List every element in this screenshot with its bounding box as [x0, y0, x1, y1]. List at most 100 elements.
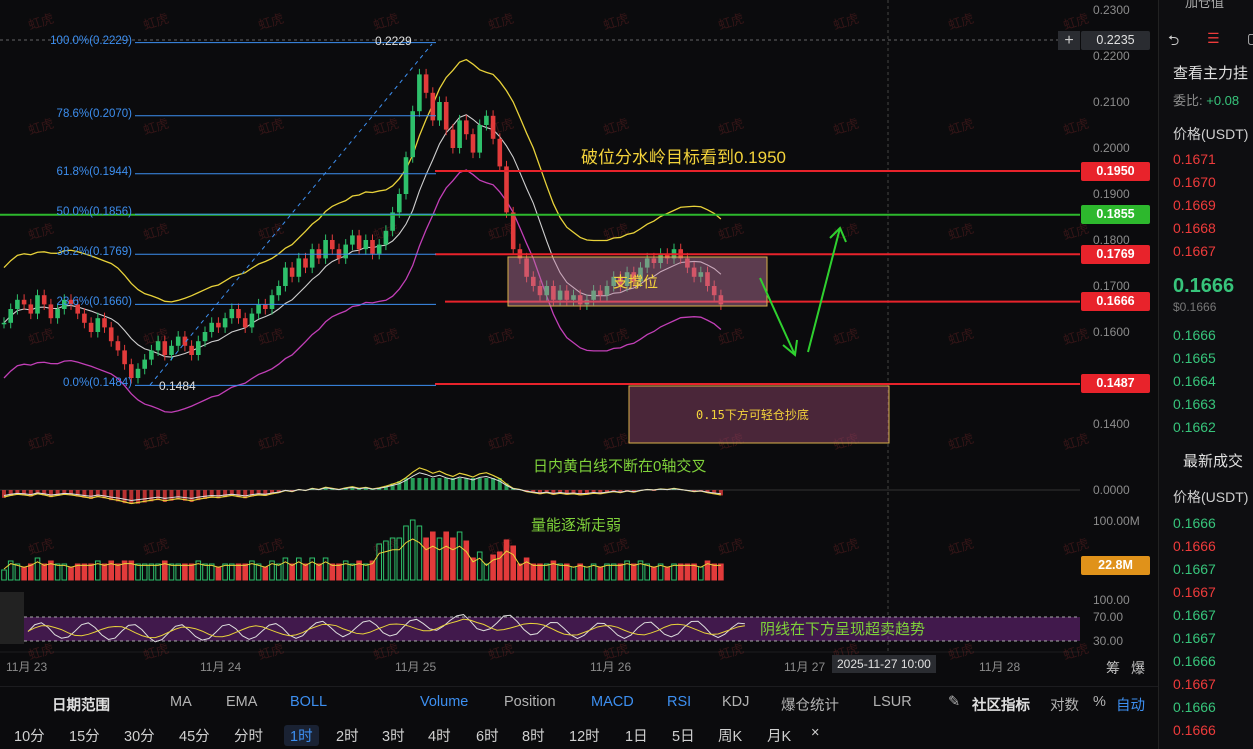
- candle-body: [21, 299, 27, 305]
- indicator-position[interactable]: Position: [504, 694, 556, 710]
- indicator-kdj[interactable]: KDJ: [722, 694, 750, 710]
- fib-label-6: 0.0%(0.1484): [62, 377, 132, 390]
- candle-body: [497, 138, 503, 167]
- trade-price: 0.1666: [1173, 538, 1216, 554]
- timeframe-11[interactable]: 12时: [569, 729, 600, 745]
- indicator-macd[interactable]: MACD: [591, 694, 634, 710]
- watermark-text: 虹虎: [716, 641, 745, 663]
- watermark-text: 虹虎: [486, 326, 515, 348]
- timeframe-2[interactable]: 30分: [124, 729, 155, 745]
- candle-body: [397, 194, 402, 213]
- close-icon[interactable]: ×: [811, 725, 820, 741]
- trade-price: 0.1667: [1173, 561, 1216, 577]
- auto-scale-toggle[interactable]: 自动: [1116, 698, 1145, 714]
- volume-bar: [282, 557, 289, 581]
- timeframe-4[interactable]: 分时: [234, 729, 263, 745]
- level-tag-1: 0.1855: [1081, 205, 1150, 225]
- timeframe-6[interactable]: 2时: [336, 729, 359, 745]
- timeframe-12[interactable]: 1日: [625, 729, 648, 745]
- fib-low-label: 0.1484: [159, 379, 196, 393]
- add-position-label[interactable]: 加仓值: [1185, 0, 1225, 10]
- candle-body: [410, 111, 415, 158]
- macd-bar: [48, 490, 53, 498]
- volume-bar: [637, 560, 644, 581]
- timeframe-10[interactable]: 8时: [522, 729, 545, 745]
- view-main-orders-link[interactable]: 查看主力挂: [1173, 65, 1249, 82]
- indicator-ma[interactable]: MA: [170, 694, 192, 710]
- watermark-text: 虹虎: [1061, 431, 1090, 453]
- volume-bar: [175, 563, 181, 581]
- candle-body: [68, 299, 74, 305]
- panel-icon-a[interactable]: ⮌: [1168, 32, 1180, 48]
- timeframe-0[interactable]: 10分: [14, 729, 45, 745]
- candle-body: [276, 286, 281, 296]
- candle-body: [55, 309, 60, 319]
- log-scale-toggle[interactable]: 对数: [1050, 698, 1079, 714]
- macd-bar: [444, 478, 449, 490]
- trade-price: 0.1667: [1173, 676, 1216, 692]
- level-tag-3: 0.1666: [1081, 292, 1150, 312]
- macd-bar: [229, 490, 234, 496]
- panel-icon-c[interactable]: ▢: [1247, 30, 1253, 47]
- timeframe-13[interactable]: 5日: [672, 729, 695, 745]
- timeframe-3[interactable]: 45分: [179, 729, 210, 745]
- candle-body: [196, 341, 201, 355]
- candle-body: [229, 309, 235, 319]
- candle-body: [544, 286, 549, 296]
- candle-body: [88, 322, 94, 332]
- watermark-text: 虹虎: [831, 536, 860, 558]
- candle-body: [296, 258, 302, 277]
- rsi-label-70: 70.00: [1093, 610, 1124, 624]
- macd-bar: [82, 490, 87, 498]
- timeframe-1[interactable]: 15分: [69, 729, 100, 745]
- macd-bar: [69, 490, 73, 496]
- crosshair-add-icon[interactable]: +: [1058, 31, 1080, 50]
- indicator-lsur[interactable]: LSUR: [873, 694, 912, 710]
- macd-bar: [350, 486, 355, 490]
- volume-bar: [664, 566, 671, 581]
- watermark-text: 虹虎: [256, 116, 285, 138]
- timeframe-7[interactable]: 3时: [382, 729, 405, 745]
- candle-body: [122, 350, 127, 365]
- order-book-panel: 加仓值 ⮌ ☰ ▢ 查看主力挂 委比: +0.08 价格(USDT) 0.167…: [1158, 0, 1253, 749]
- panel-icon-b[interactable]: ☰: [1207, 30, 1220, 46]
- volume-bar: [302, 563, 309, 581]
- volume-bar: [624, 560, 630, 581]
- candle-body: [665, 253, 670, 259]
- edit-icon[interactable]: ✎: [948, 694, 961, 710]
- candle-body: [256, 304, 261, 314]
- target-annotation: 破位分水岭目标看到0.1950: [581, 148, 786, 167]
- liquidation-toggle[interactable]: 爆: [1131, 660, 1145, 676]
- volume-bar: [450, 537, 456, 581]
- time-label-23: 11月 23: [6, 660, 48, 674]
- timeframe-15[interactable]: 月K: [767, 729, 792, 745]
- timeframe-5[interactable]: 1时: [284, 725, 319, 746]
- ask-price: 0.1667: [1173, 243, 1216, 259]
- volume-bar: [436, 537, 443, 581]
- timeframe-8[interactable]: 4时: [428, 729, 451, 745]
- indicator-liquidation[interactable]: 爆仓统计: [781, 698, 839, 714]
- down-arrow-head: [782, 339, 798, 357]
- macd-bar: [22, 490, 27, 496]
- macd-bar: [136, 490, 140, 504]
- macd-bar: [169, 490, 174, 501]
- fib-label-0: 100.0%(0.2229): [50, 34, 132, 47]
- macd-bar: [62, 490, 67, 495]
- indicator-volume[interactable]: Volume: [420, 694, 469, 710]
- date-range-button[interactable]: 日期范围: [52, 698, 110, 714]
- indicator-boll[interactable]: BOLL: [290, 694, 328, 710]
- community-indicators-button[interactable]: 社区指标: [972, 698, 1030, 714]
- timeframe-14[interactable]: 周K: [718, 729, 743, 745]
- percent-toggle[interactable]: %: [1093, 694, 1106, 710]
- indicator-rsi[interactable]: RSI: [667, 694, 692, 710]
- watermark-text: 虹虎: [486, 641, 515, 663]
- volume-bar: [148, 563, 155, 581]
- timeframe-9[interactable]: 6时: [476, 729, 499, 745]
- volume-bar: [349, 563, 356, 581]
- indicator-ema[interactable]: EMA: [226, 694, 258, 710]
- volume-bar: [48, 560, 54, 581]
- macd-bar: [705, 490, 710, 493]
- chips-toggle[interactable]: 筹: [1106, 660, 1120, 676]
- volume-bar: [610, 563, 617, 581]
